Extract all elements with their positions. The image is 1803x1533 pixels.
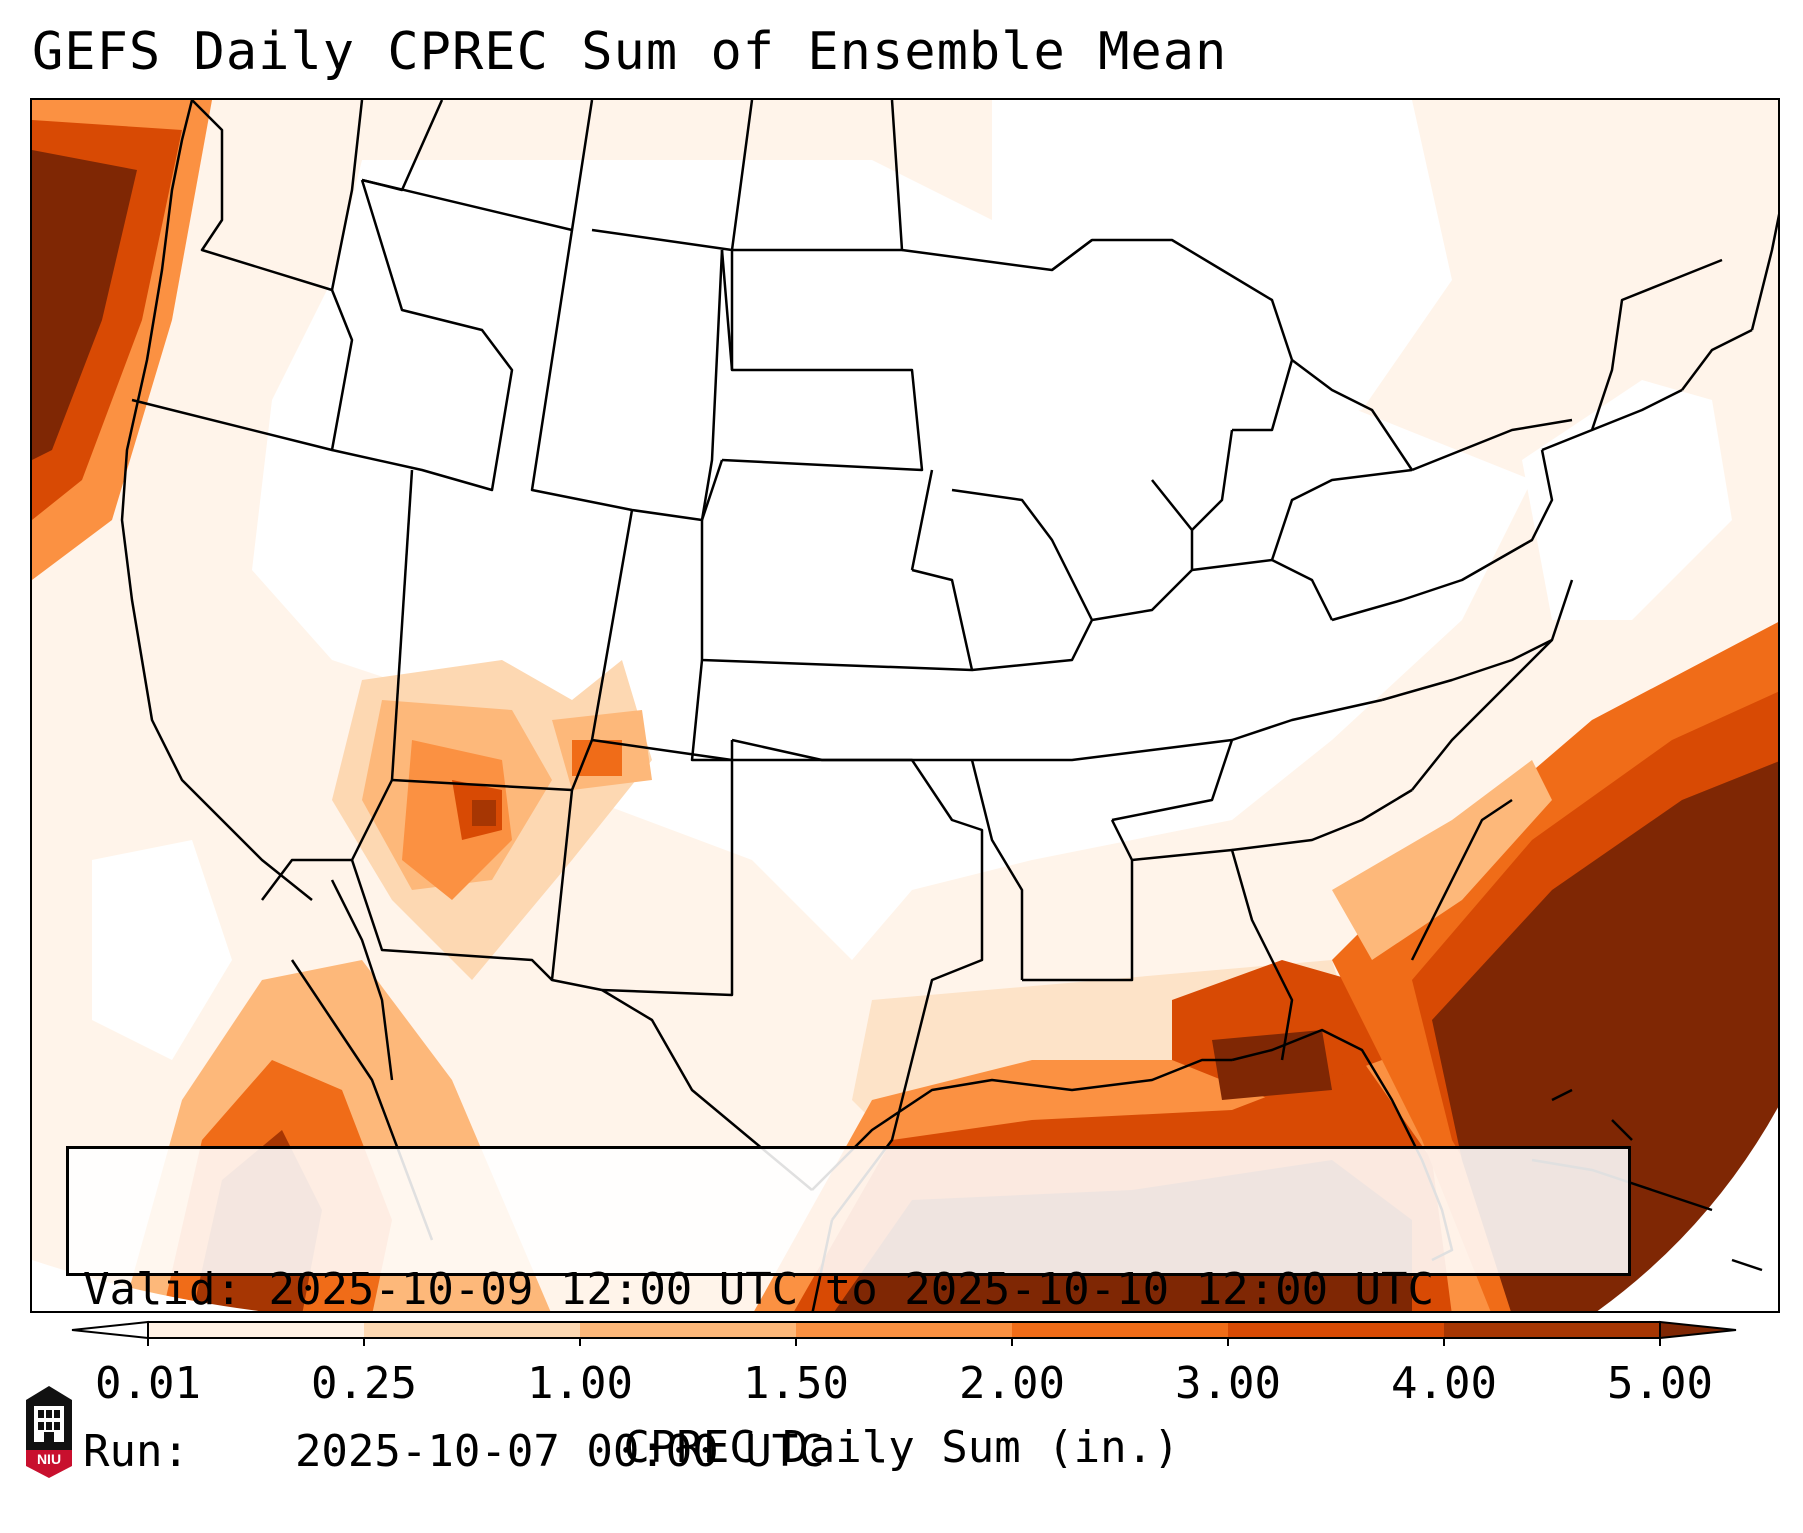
colorbar-tick-label: 1.50 — [743, 1358, 849, 1409]
colorbar — [71, 1320, 1737, 1346]
projection-edge-bottom-left — [32, 1260, 259, 1311]
colorbar-tick-label: 3.00 — [1175, 1358, 1281, 1409]
run-value: 2025-10-07 00:00 UTC — [294, 1426, 825, 1477]
dry-region-northeast — [1522, 380, 1732, 620]
colorbar-tick-label: 2.00 — [959, 1358, 1065, 1409]
colorbar-tick-label: 4.00 — [1391, 1358, 1497, 1409]
colorbar-segment — [364, 1322, 581, 1338]
colorbar-tick-label: 0.01 — [95, 1358, 201, 1409]
colorbar-segment — [580, 1322, 797, 1338]
state-boundaries — [120, 100, 1753, 1221]
colorbar-label: CPREC Daily Sum (in.) — [623, 1422, 1180, 1473]
colorbar-under-extend — [71, 1320, 149, 1340]
colorbar-segment — [1444, 1322, 1661, 1338]
colorbar-tick-label: 1.00 — [527, 1358, 633, 1409]
valid-row: Valid: 2025-10-09 12:00 UTC to 2025-10-1… — [83, 1263, 1628, 1317]
precipitation-map — [30, 98, 1780, 1313]
valid-label: Valid: — [83, 1264, 242, 1315]
dry-region-baja — [92, 840, 232, 1060]
colorbar-segment — [796, 1322, 1013, 1338]
east-gulf-core — [1212, 1030, 1332, 1100]
southwest-plume-inner — [402, 740, 512, 900]
run-row: Run: 2025-10-07 00:00 UTC — [83, 1425, 1628, 1479]
map-title: GEFS Daily CPREC Sum of Ensemble Mean — [32, 22, 1228, 82]
niu-logo: NIU — [20, 1384, 78, 1480]
validity-info-box: Valid: 2025-10-09 12:00 UTC to 2025-10-1… — [66, 1146, 1631, 1477]
colorbar-segment — [148, 1322, 365, 1338]
logo-shield-base — [26, 1450, 72, 1478]
southwest-plume-max — [472, 800, 496, 826]
colorbar-tick-label: 5.00 — [1607, 1358, 1713, 1409]
logo-text: NIU — [36, 1451, 62, 1467]
valid-value: 2025-10-09 12:00 UTC to 2025-10-10 12:00… — [268, 1264, 1435, 1315]
pacific-band-core — [32, 150, 137, 460]
colorbar-tick-label: 0.25 — [311, 1358, 417, 1409]
colorbar-outline — [147, 1321, 1661, 1339]
colorbar-segment — [1012, 1322, 1229, 1338]
dry-region-canada — [992, 100, 1452, 430]
run-label: Run: — [83, 1426, 189, 1477]
colorbar-segment — [1228, 1322, 1445, 1338]
university-building-icon — [26, 1386, 72, 1478]
colorbar-over-extend — [1659, 1320, 1737, 1340]
